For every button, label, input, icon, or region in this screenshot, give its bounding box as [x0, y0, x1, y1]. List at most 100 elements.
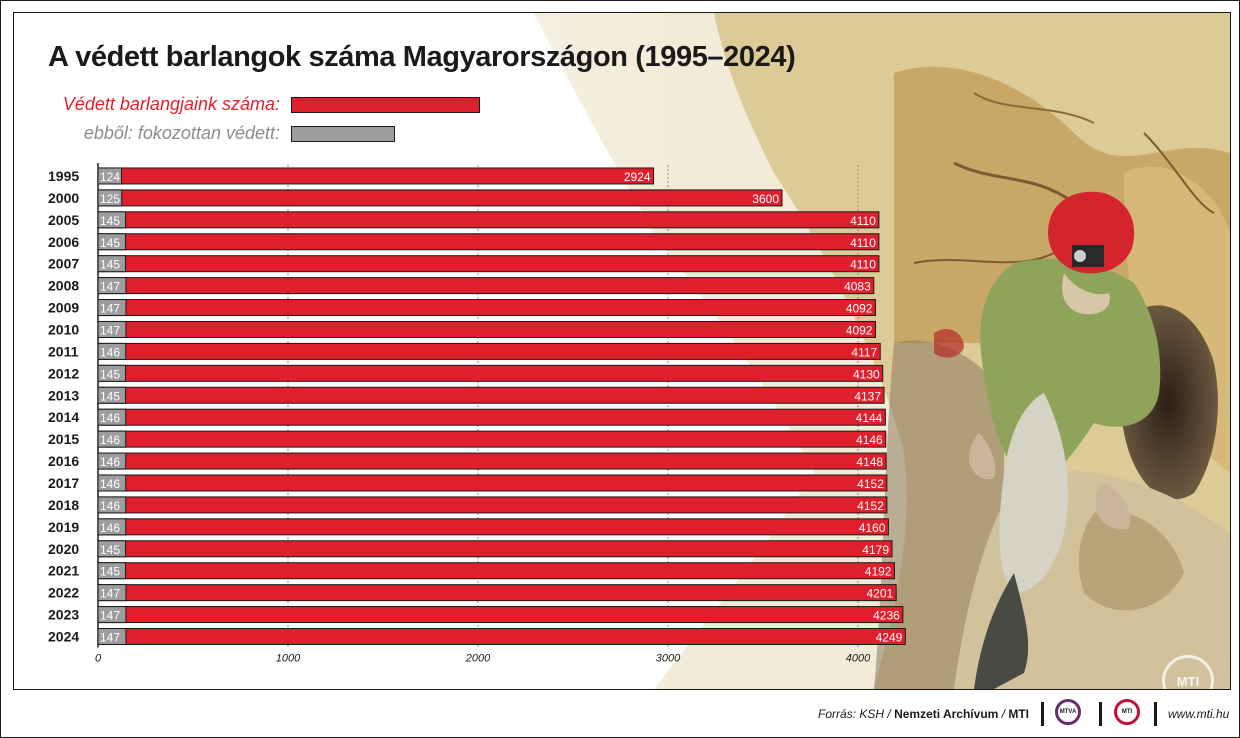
year-label: 2008 — [48, 278, 79, 294]
footer-divider — [1099, 702, 1102, 726]
x-tick-label: 2000 — [465, 652, 491, 664]
total-value-label: 4092 — [846, 323, 873, 337]
strict-bar — [97, 386, 127, 404]
total-value-label: 2924 — [624, 170, 651, 184]
year-label: 2021 — [48, 563, 79, 579]
total-bar — [97, 299, 876, 317]
year-label: 2020 — [48, 541, 79, 557]
mti-logo-text: MTI — [1121, 709, 1133, 715]
strict-value-label: 145 — [100, 214, 120, 228]
chart-title: A védett barlangok száma Magyarországon … — [48, 41, 796, 73]
chart-panel: A védett barlangok száma Magyarországon … — [13, 12, 1231, 690]
strict-bar — [97, 189, 123, 207]
legend-gray-label: ebből: fokozottan védett: — [83, 123, 280, 143]
total-bar — [97, 430, 887, 448]
year-label: 2016 — [48, 453, 79, 469]
total-bar — [97, 233, 880, 251]
strict-bar — [97, 233, 127, 251]
x-tick-label: 4000 — [846, 652, 871, 664]
total-value-label: 4083 — [844, 280, 871, 294]
strict-value-label: 147 — [100, 323, 120, 337]
year-label: 2014 — [48, 409, 79, 425]
x-tick-label: 0 — [95, 652, 102, 664]
x-tick-label: 1000 — [276, 652, 301, 664]
mti-watermark-logo: MTI — [1162, 655, 1214, 689]
total-value-label: 4148 — [856, 455, 883, 469]
strict-value-label: 147 — [100, 280, 120, 294]
total-value-label: 3600 — [752, 192, 779, 206]
year-label: 2007 — [48, 256, 79, 272]
total-value-label: 4201 — [866, 587, 893, 601]
strict-value-label: 146 — [100, 477, 120, 491]
total-bar — [97, 584, 897, 602]
strict-value-label: 145 — [100, 565, 120, 579]
total-value-label: 4179 — [862, 543, 889, 557]
strict-value-label: 146 — [100, 455, 120, 469]
legend-red-swatch — [291, 97, 480, 113]
year-label: 2017 — [48, 475, 79, 491]
total-bar — [97, 342, 881, 360]
total-bar — [97, 474, 888, 492]
strict-bar — [97, 584, 127, 602]
strict-value-label: 125 — [100, 192, 120, 206]
strict-value-label: 146 — [100, 499, 120, 513]
strict-bar — [97, 627, 127, 645]
strict-bar — [97, 430, 127, 448]
total-value-label: 4117 — [851, 345, 877, 359]
strict-bar — [97, 364, 127, 382]
total-value-label: 4092 — [846, 302, 873, 316]
mtva-logo: MTVA — [1055, 699, 1081, 725]
strict-bar — [97, 474, 127, 492]
total-bar — [97, 211, 880, 229]
total-value-label: 4249 — [876, 630, 903, 644]
year-label: 2011 — [48, 343, 79, 359]
total-bar — [97, 496, 888, 514]
mtva-logo-text: MTVA — [1059, 709, 1077, 715]
year-label: 1995 — [48, 168, 79, 184]
strict-value-label: 145 — [100, 236, 120, 250]
total-bar — [97, 606, 904, 624]
year-label: 2000 — [48, 190, 79, 206]
strict-value-label: 146 — [100, 345, 120, 359]
year-label: 2018 — [48, 497, 79, 513]
total-value-label: 4130 — [853, 367, 880, 381]
strict-value-label: 147 — [100, 302, 120, 316]
website-link[interactable]: www.mti.hu — [1168, 707, 1230, 721]
total-bar — [97, 562, 895, 580]
total-bar — [97, 189, 783, 207]
source-separator: / — [998, 707, 1009, 721]
strict-bar — [97, 320, 127, 338]
total-value-label: 4192 — [865, 565, 892, 579]
strict-bar — [97, 562, 127, 580]
footer: Forrás: KSH / Nemzeti Archívum / MTI MTV… — [1, 691, 1239, 737]
total-value-label: 4110 — [850, 214, 876, 228]
strict-value-label: 124 — [100, 170, 120, 184]
legend-red-label: Védett barlangjaink száma: — [62, 94, 280, 114]
strict-value-label: 145 — [100, 389, 120, 403]
strict-value-label: 146 — [100, 411, 120, 425]
strict-value-label: 147 — [100, 609, 120, 623]
strict-value-label: 146 — [100, 433, 120, 447]
strict-bar — [97, 452, 127, 470]
strict-bar — [97, 408, 127, 426]
year-label: 2022 — [48, 585, 79, 601]
total-bar — [97, 452, 887, 470]
source-mti: MTI — [1008, 707, 1029, 721]
total-value-label: 4160 — [859, 521, 886, 535]
x-tick-label: 3000 — [656, 652, 681, 664]
source-prefix: Forrás: KSH / — [818, 707, 895, 721]
total-bar — [97, 364, 884, 382]
total-bar — [97, 167, 655, 185]
strict-bar — [97, 342, 127, 360]
total-bar — [97, 386, 885, 404]
strict-value-label: 146 — [100, 521, 120, 535]
year-label: 2024 — [48, 628, 79, 644]
strict-value-label: 145 — [100, 258, 120, 272]
footer-divider — [1041, 702, 1044, 726]
year-label: 2015 — [48, 431, 79, 447]
total-bar — [97, 627, 906, 645]
total-bar — [97, 277, 875, 295]
total-bar — [97, 320, 876, 338]
strict-bar — [97, 606, 127, 624]
